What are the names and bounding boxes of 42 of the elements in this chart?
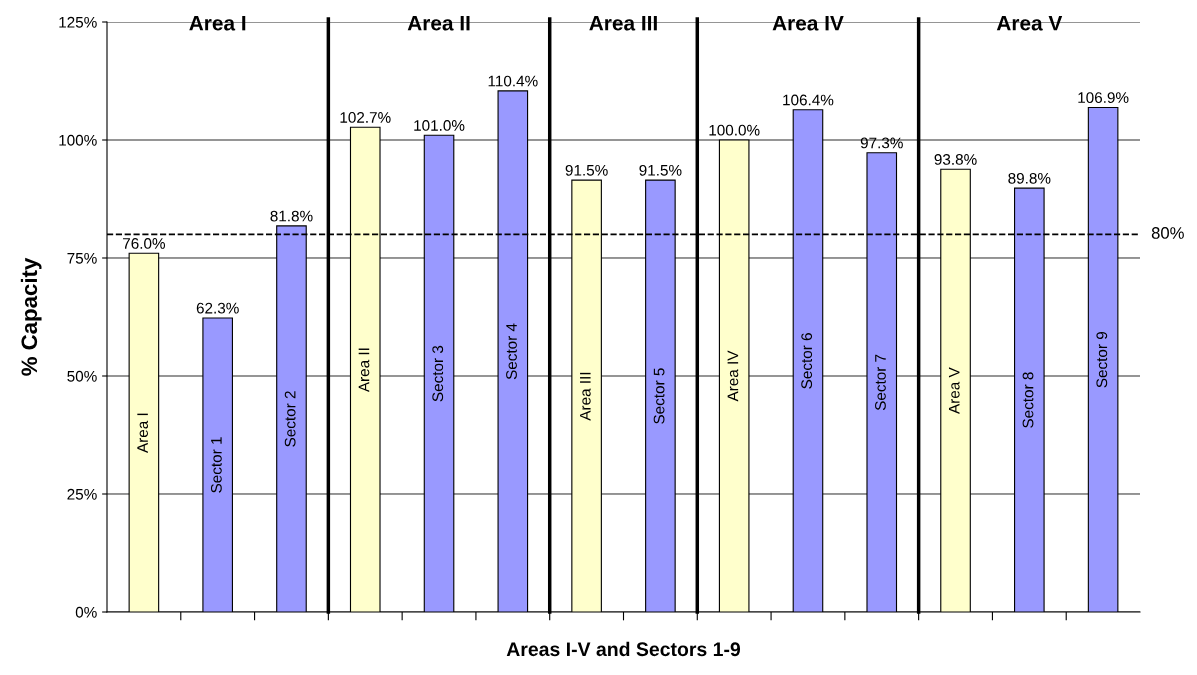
annotation: Area III: [589, 16, 657, 31]
data-label: 101.0%: [414, 120, 465, 131]
x-tick-label: Sector 3: [432, 345, 444, 402]
x-tick-label: Area I: [137, 413, 148, 453]
annotation: Area V: [996, 16, 1063, 31]
x-tick-label: Area IV: [727, 350, 739, 402]
x-tick-label: Sector 8: [1022, 372, 1034, 428]
annotation: Area I: [189, 16, 246, 31]
y-tick-label: 100%: [59, 134, 97, 146]
data-label: 97.3%: [860, 137, 903, 149]
data-label: 100.0%: [709, 124, 760, 136]
x-tick-label: Sector 1: [210, 437, 222, 493]
data-label: 91.5%: [639, 164, 682, 176]
x-tick-label: Sector 6: [801, 333, 813, 389]
annotation: Area II: [407, 16, 470, 31]
y-tick-label: 75%: [67, 252, 97, 264]
data-label: 102.7%: [340, 112, 391, 123]
data-label: 93.8%: [934, 154, 977, 165]
x-tick-label: Area II: [358, 348, 370, 393]
x-tick-label: Sector 9: [1096, 331, 1108, 388]
x-tick-label: Sector 7: [875, 354, 886, 411]
y-tick-label: 0%: [75, 606, 97, 618]
y-tick-label: 25%: [67, 488, 97, 500]
ref-line-label: 80%: [1151, 227, 1184, 239]
x-tick-label: Sector 2: [284, 391, 296, 447]
x-axis-title: Areas I-V and Sectors 1-9: [506, 641, 741, 657]
x-tick-label: Area V: [948, 367, 960, 414]
x-tick-label: Area III: [580, 372, 591, 421]
data-label: 106.9%: [1078, 92, 1129, 104]
data-label: 89.8%: [1008, 172, 1051, 184]
y-tick-label: 125%: [59, 16, 97, 28]
annotation: Area IV: [772, 16, 844, 31]
y-tick-label: 50%: [67, 370, 97, 382]
x-tick-label: Sector 5: [653, 368, 665, 424]
data-label: 106.4%: [783, 94, 834, 106]
data-label: 110.4%: [488, 75, 538, 87]
data-label: 91.5%: [565, 164, 608, 176]
y-axis-title: % Capacity: [20, 257, 42, 376]
x-tick-label: Sector 4: [506, 323, 517, 380]
data-label: 62.3%: [196, 302, 239, 314]
data-label: 76.0%: [123, 238, 166, 249]
data-label: 81.8%: [270, 210, 313, 222]
